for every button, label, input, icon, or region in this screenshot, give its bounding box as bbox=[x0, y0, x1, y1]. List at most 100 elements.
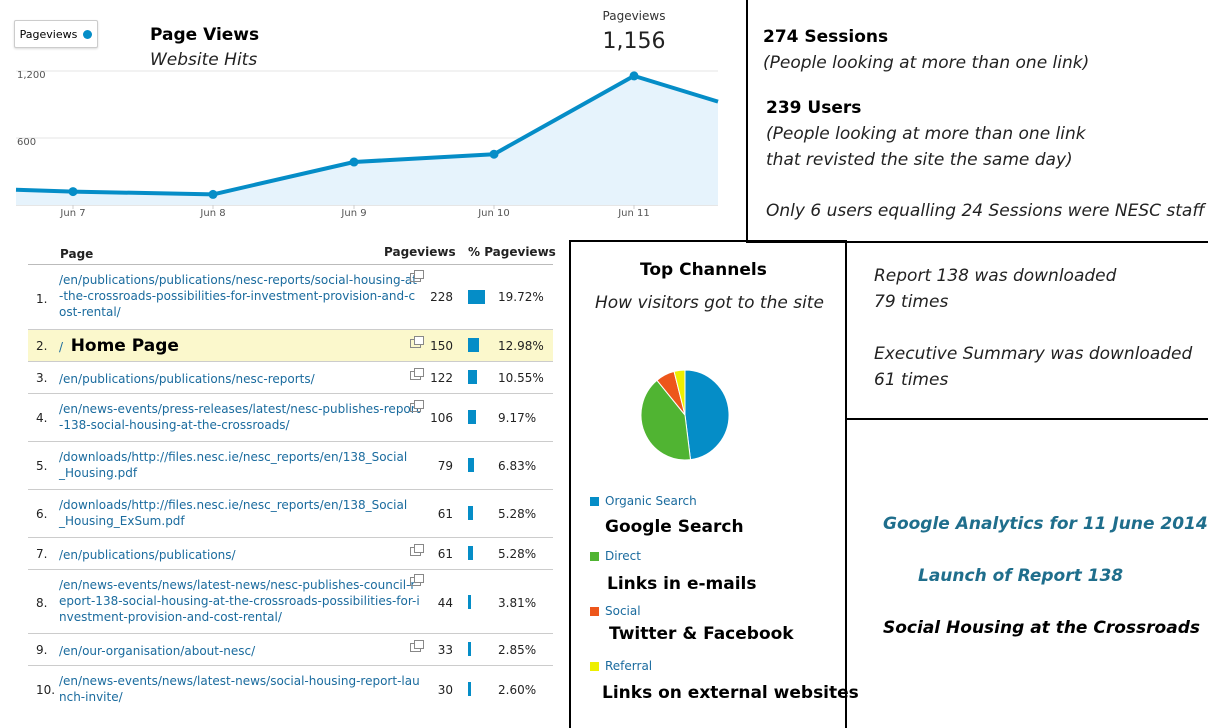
caption-line1: Google Analytics for 11 June 2014 bbox=[883, 514, 1208, 534]
percent-bar bbox=[468, 458, 474, 472]
x-tick-label: Jun 11 bbox=[617, 208, 650, 219]
legend-label: Pageviews bbox=[19, 27, 78, 41]
table-row[interactable]: 4. /en/news-events/press-releases/latest… bbox=[28, 394, 553, 442]
legend-direct[interactable]: Direct bbox=[605, 549, 641, 563]
referral-note: Links on external websites bbox=[602, 683, 859, 703]
users-title: 239 Users bbox=[766, 98, 862, 118]
row-number: 7. bbox=[36, 547, 48, 561]
percent-value: 2.85% bbox=[498, 643, 537, 657]
caption-line3: Social Housing at the Crossroads bbox=[883, 618, 1200, 638]
legend-referral[interactable]: Referral bbox=[605, 659, 653, 673]
data-point bbox=[489, 149, 499, 159]
legend-badge[interactable]: Pageviews bbox=[14, 20, 98, 48]
legend-social[interactable]: Social bbox=[605, 604, 641, 618]
divider bbox=[746, 0, 748, 242]
percent-bar bbox=[468, 338, 479, 352]
chart-title: Page Views bbox=[150, 25, 260, 45]
page-link[interactable]: /en/news-events/press-releases/latest/ne… bbox=[59, 402, 421, 432]
table-row[interactable]: 2. / Home Page 150 12.98% bbox=[28, 330, 553, 362]
percent-value: 3.81% bbox=[498, 596, 537, 610]
pageviews-value: 33 bbox=[437, 643, 453, 657]
x-tick-label: Jun 9 bbox=[340, 208, 366, 219]
organic-search-swatch bbox=[590, 497, 599, 506]
pageviews-chart: 1,200 600 Jun 7 Jun 8 Jun 9 Jun 10 Jun 1… bbox=[15, 70, 719, 219]
organic-search-slice bbox=[684, 369, 730, 461]
percent-value: 6.83% bbox=[498, 459, 537, 473]
percent-bar bbox=[468, 682, 471, 696]
social-note: Twitter & Facebook bbox=[609, 624, 794, 644]
direct-swatch bbox=[590, 552, 599, 561]
percent-value: 9.17% bbox=[498, 411, 537, 425]
page-link[interactable]: /en/publications/publications/nesc-repor… bbox=[59, 372, 315, 386]
table-row[interactable]: 5. /downloads/http://files.nesc.ie/nesc_… bbox=[28, 442, 553, 490]
open-external-icon[interactable] bbox=[410, 336, 424, 348]
exsum-downloads-line1: Executive Summary was downloaded bbox=[874, 344, 1193, 364]
direct-note: Links in e-mails bbox=[607, 574, 757, 594]
row-number: 4. bbox=[36, 411, 48, 425]
percent-bar bbox=[468, 370, 477, 384]
pageviews-area bbox=[16, 75, 718, 206]
table-row[interactable]: 7. /en/publications/publications/ 61 5.2… bbox=[28, 538, 553, 570]
channels-subtitle: How visitors got to the site bbox=[595, 293, 824, 313]
percent-value: 5.28% bbox=[498, 507, 537, 521]
page-link[interactable]: /en/publications/publications/ bbox=[59, 548, 236, 562]
organic-search-note: Google Search bbox=[605, 517, 744, 537]
report-downloads-line2: 79 times bbox=[874, 292, 949, 312]
percent-bar bbox=[468, 410, 476, 424]
row-number: 9. bbox=[36, 643, 48, 657]
open-external-icon[interactable] bbox=[410, 368, 424, 380]
page-link[interactable]: /en/our-organisation/about-nesc/ bbox=[59, 644, 256, 658]
x-tick-label: Jun 10 bbox=[477, 208, 510, 219]
table-row[interactable]: 10. /en/news-events/news/latest-news/soc… bbox=[28, 666, 553, 714]
table-row[interactable]: 8. /en/news-events/news/latest-news/nesc… bbox=[28, 570, 553, 634]
open-external-icon[interactable] bbox=[410, 574, 424, 586]
open-external-icon[interactable] bbox=[410, 400, 424, 412]
data-point bbox=[629, 71, 639, 81]
y-tick-label: 1,200 bbox=[17, 70, 46, 81]
percent-value: 19.72% bbox=[498, 290, 544, 304]
row-number: 3. bbox=[36, 371, 48, 385]
direct-slice bbox=[640, 379, 692, 461]
report-downloads-line1: Report 138 was downloaded bbox=[874, 266, 1117, 286]
page-link[interactable]: /en/news-events/news/latest-news/social-… bbox=[59, 674, 420, 704]
page-link[interactable]: /downloads/http://files.nesc.ie/nesc_rep… bbox=[59, 498, 408, 528]
legend-organic-search[interactable]: Organic Search bbox=[605, 494, 697, 508]
referral-slice bbox=[673, 369, 686, 416]
pageviews-value: 122 bbox=[430, 371, 453, 385]
data-point bbox=[68, 187, 78, 197]
page-link[interactable]: /en/news-events/news/latest-news/nesc-pu… bbox=[59, 578, 420, 624]
caption-line2: Launch of Report 138 bbox=[918, 566, 1124, 586]
column-header-page[interactable]: Page bbox=[60, 247, 94, 261]
pageviews-value: 79 bbox=[437, 459, 453, 473]
open-external-icon[interactable] bbox=[410, 544, 424, 556]
percent-value: 5.28% bbox=[498, 547, 537, 561]
table-row[interactable]: 1. /en/publications/publications/nesc-re… bbox=[28, 266, 553, 330]
open-external-icon[interactable] bbox=[410, 640, 424, 652]
table-row[interactable]: 9. /en/our-organisation/about-nesc/ 33 2… bbox=[28, 634, 553, 666]
column-header-pageviews[interactable]: Pageviews bbox=[384, 245, 456, 259]
percent-bar bbox=[468, 546, 473, 560]
page-path: / bbox=[59, 340, 64, 354]
open-external-icon[interactable] bbox=[410, 270, 424, 282]
pageviews-value: 30 bbox=[437, 683, 453, 697]
table-row[interactable]: 6. /downloads/http://files.nesc.ie/nesc_… bbox=[28, 490, 553, 538]
x-tick-label: Jun 7 bbox=[59, 208, 85, 219]
page-link[interactable]: /en/publications/publications/nesc-repor… bbox=[59, 273, 417, 319]
channels-title: Top Channels bbox=[640, 260, 767, 280]
page-link[interactable]: / Home Page bbox=[59, 338, 421, 355]
pageviews-value: 228 bbox=[430, 290, 453, 304]
table-header-divider bbox=[28, 264, 553, 265]
row-number: 1. bbox=[36, 292, 48, 306]
exsum-downloads-line2: 61 times bbox=[874, 370, 949, 390]
tooltip-value: 1,156 bbox=[602, 29, 666, 54]
tooltip-label: Pageviews bbox=[602, 9, 666, 23]
users-note-1: (People looking at more than one link bbox=[766, 124, 1086, 144]
row-number: 5. bbox=[36, 459, 48, 473]
channels-pie-chart bbox=[640, 369, 730, 461]
page-link[interactable]: /downloads/http://files.nesc.ie/nesc_rep… bbox=[59, 450, 408, 480]
y-tick-label: 600 bbox=[17, 137, 36, 148]
column-header-percent[interactable]: % Pageviews bbox=[468, 245, 556, 259]
x-tick-label: Jun 8 bbox=[199, 208, 225, 219]
data-point bbox=[208, 189, 218, 199]
table-row[interactable]: 3. /en/publications/publications/nesc-re… bbox=[28, 362, 553, 394]
